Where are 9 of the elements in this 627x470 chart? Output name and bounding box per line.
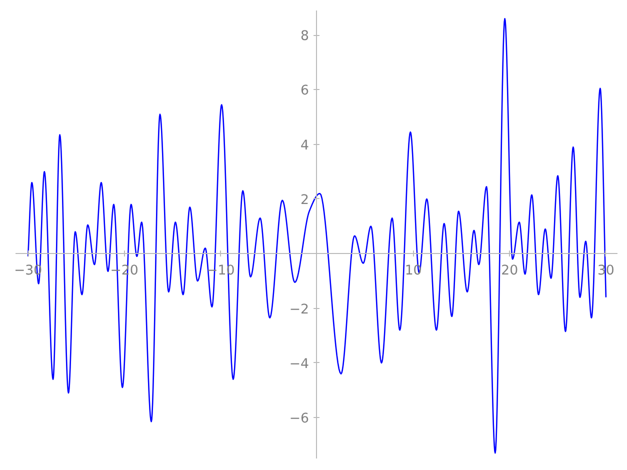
- y-tick-label: −6: [289, 412, 309, 427]
- y-tick-label: 2: [300, 192, 309, 208]
- x-tick-label: 10: [404, 264, 422, 279]
- y-tick-label: −2: [289, 302, 309, 318]
- y-tick-label: 4: [300, 138, 309, 154]
- x-tick-label: 20: [501, 264, 518, 279]
- y-tick-label: −4: [289, 356, 309, 372]
- y-tick-label: 8: [300, 29, 309, 44]
- y-tick-label: 6: [300, 84, 309, 99]
